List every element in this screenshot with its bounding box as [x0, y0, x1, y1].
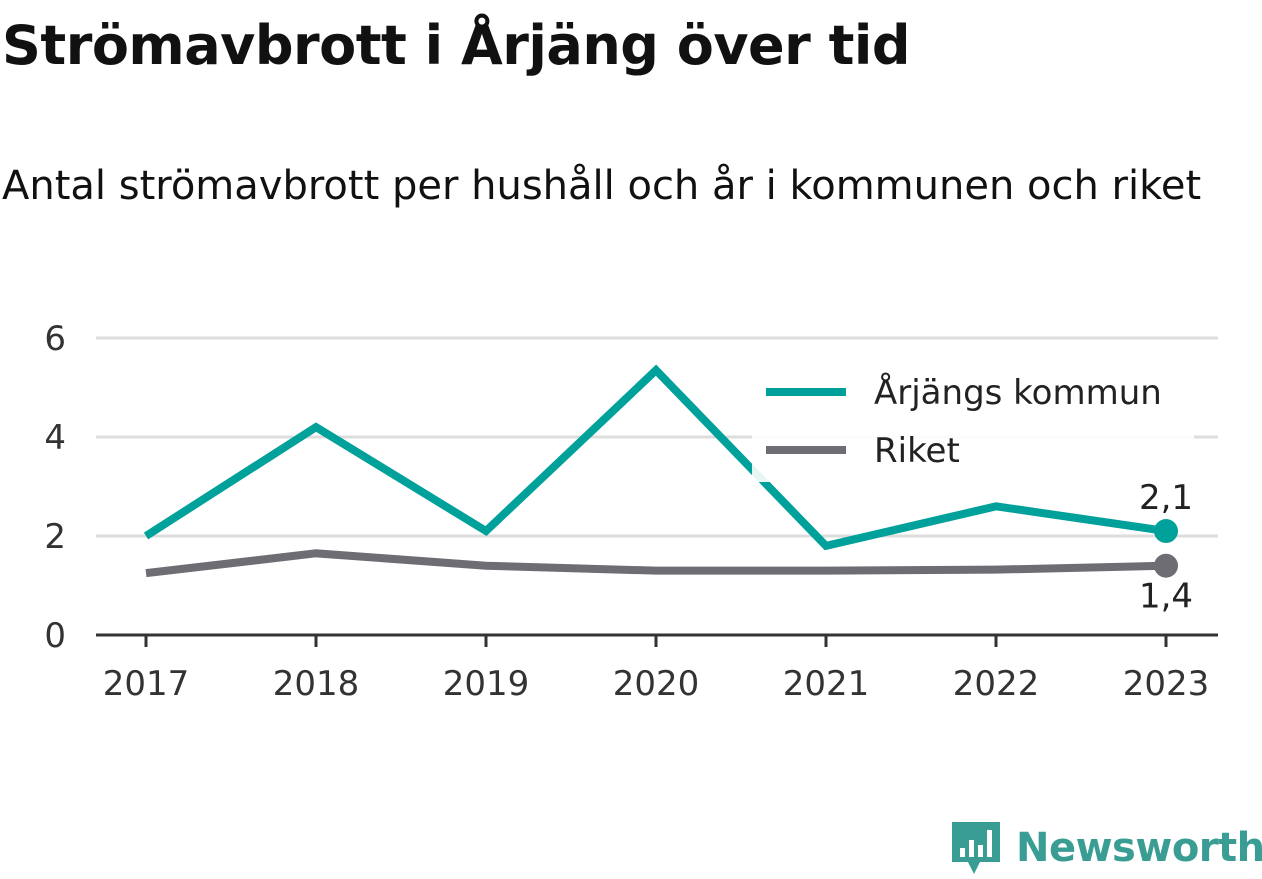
newsworthy-logo-icon [950, 818, 1002, 878]
series-line-1 [146, 553, 1166, 573]
y-tick-label: 4 [44, 418, 66, 458]
x-tick-label: 2018 [273, 664, 360, 704]
legend: Årjängs kommun Riket [752, 364, 1194, 482]
y-tick-label: 0 [44, 616, 66, 656]
legend-label: Årjängs kommun [874, 372, 1162, 413]
x-tick-label: 2023 [1123, 664, 1210, 704]
y-tick-label: 2 [44, 517, 66, 557]
x-tick-label: 2019 [443, 664, 530, 704]
y-tick-label: 6 [44, 319, 66, 359]
x-tick-label: 2020 [613, 664, 700, 704]
x-tick-label: 2021 [783, 664, 870, 704]
end-labels: 2,1 1,4 [1139, 478, 1193, 617]
brand-name: Newsworthy [1016, 825, 1262, 871]
end-value-label: 1,4 [1139, 577, 1193, 617]
end-point-marker [1154, 519, 1178, 543]
brand-footer: Newsworthy [950, 818, 1262, 878]
end-value-label: 2,1 [1139, 478, 1193, 518]
y-axis-ticks: 0 2 4 6 [44, 319, 66, 656]
line-chart: 0 2 4 6 2017 2018 2019 2020 2021 2022 2023 Årjäng… [0, 0, 1262, 879]
legend-label: Riket [874, 431, 960, 471]
x-tick-label: 2022 [953, 664, 1040, 704]
x-axis-ticks: 2017 2018 2019 2020 2021 2022 2023 [103, 635, 1210, 704]
x-tick-label: 2017 [103, 664, 190, 704]
end-point-marker [1154, 554, 1178, 578]
